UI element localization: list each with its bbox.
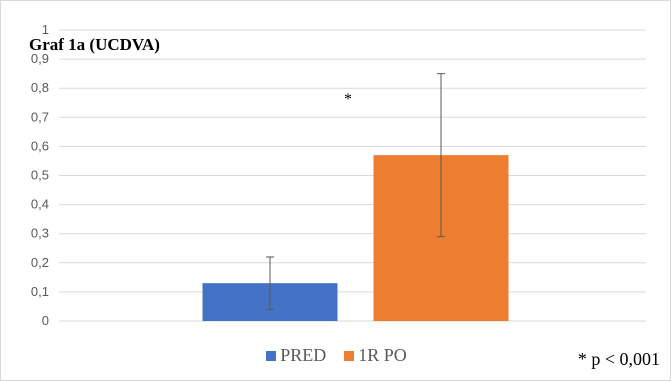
y-tick-label: 0,5 [31, 168, 49, 183]
chart-title: Graf 1a (UCDVA) [29, 35, 160, 54]
y-tick-label: 0,8 [31, 80, 49, 95]
legend-swatch-1r-po [344, 350, 355, 361]
y-tick-label: 1 [42, 22, 49, 37]
y-tick-label: 0,9 [31, 51, 49, 66]
y-tick-label: 0,1 [31, 284, 49, 299]
y-tick-label: 0,2 [31, 255, 49, 270]
p-value-footnote: * p < 0,001 [577, 349, 660, 369]
y-tick-label: 0,6 [31, 138, 49, 153]
y-axis-ticks: 0 0,1 0,2 0,3 0,4 0,5 0,6 0,7 0,8 0,9 1 [31, 22, 49, 328]
legend-label-pred: PRED [280, 345, 327, 365]
legend-item-1r-po: 1R PO [344, 345, 407, 366]
y-tick-label: 0,4 [31, 197, 49, 212]
legend: PRED 1R PO [1, 345, 671, 366]
y-tick-label: 0,3 [31, 226, 49, 241]
bars [202, 155, 509, 321]
legend-label-1r-po: 1R PO [358, 345, 407, 365]
legend-swatch-pred [266, 350, 277, 361]
y-tick-label: 0,7 [31, 109, 49, 124]
gridlines [59, 29, 646, 322]
y-tick-label: 0 [42, 313, 49, 328]
significance-marker: * [344, 91, 352, 108]
legend-item-pred: PRED [266, 345, 326, 366]
error-bars [266, 73, 445, 310]
